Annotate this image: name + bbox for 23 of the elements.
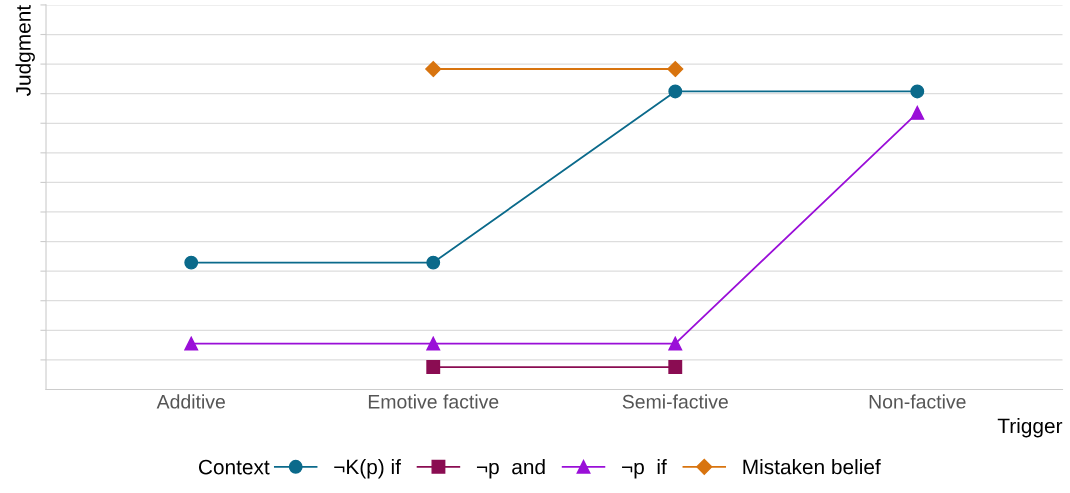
point: [426, 360, 441, 374]
legend-label: Mistaken belief: [743, 459, 881, 475]
x-tick-label: Semi-factive: [622, 394, 728, 409]
point: [910, 105, 925, 120]
legend-label: ¬K(p) if: [334, 459, 401, 479]
point: [184, 255, 199, 270]
point: [668, 336, 683, 351]
point: [184, 336, 199, 351]
point: [668, 360, 683, 374]
legend-label: ¬p and: [476, 459, 545, 479]
point: [668, 84, 683, 99]
x-axis-title: Trigger: [997, 418, 1063, 438]
point: [425, 60, 442, 78]
x-tick-label: Additive: [156, 394, 225, 409]
point: [667, 60, 684, 78]
point: [910, 84, 925, 99]
x-tick-label: Emotive factive: [368, 394, 499, 409]
legend-label: ¬p if: [622, 459, 667, 479]
point: [426, 336, 441, 351]
point: [426, 255, 441, 270]
y-axis-title: Judgment: [15, 5, 35, 97]
legend-title: Context: [198, 459, 270, 475]
x-tick-label: Non-factive: [869, 394, 966, 409]
